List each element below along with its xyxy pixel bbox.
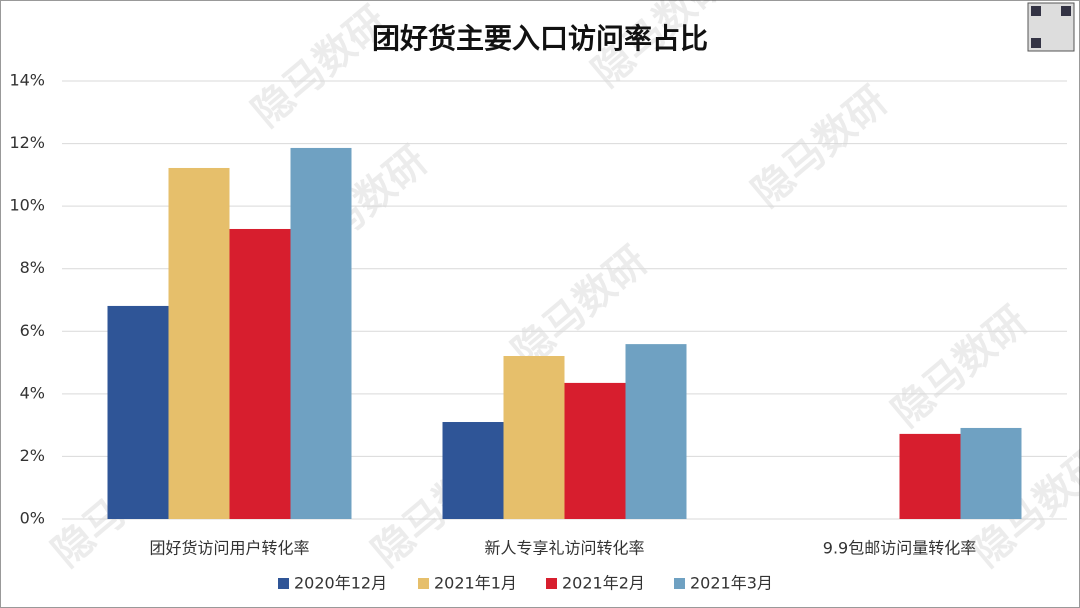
x-tick-label: 新人专享礼访问转化率 [484,539,644,558]
bar [625,344,687,519]
y-tick-label: 12% [9,133,45,152]
legend-swatch [546,578,557,589]
x-tick-label: 团好货访问用户转化率 [149,539,309,558]
legend-label: 2020年12月 [294,574,387,593]
bar [168,167,230,519]
bar [442,422,504,519]
bar [960,427,1022,519]
bar [290,147,352,520]
y-tick-label: 6% [20,321,45,340]
bar [503,356,565,519]
legend-swatch [674,578,685,589]
legend-label: 2021年2月 [562,574,645,593]
y-tick-label: 8% [20,258,45,277]
bar [107,305,169,519]
x-tick-label: 9.9包邮访问量转化率 [823,539,976,558]
legend-label: 2021年1月 [434,574,517,593]
legend-label: 2021年3月 [690,574,773,593]
y-tick-label: 4% [20,383,45,402]
qr-code [1027,2,1075,52]
y-tick-label: 14% [9,71,45,90]
y-tick-label: 0% [20,509,45,528]
y-tick-label: 10% [9,196,45,215]
chart-title: 团好货主要入口访问率占比 [372,22,708,55]
legend-swatch [278,578,289,589]
bar [229,228,291,519]
y-tick-label: 2% [20,446,45,465]
bar [899,433,961,519]
legend-swatch [418,578,429,589]
bar [564,382,626,519]
